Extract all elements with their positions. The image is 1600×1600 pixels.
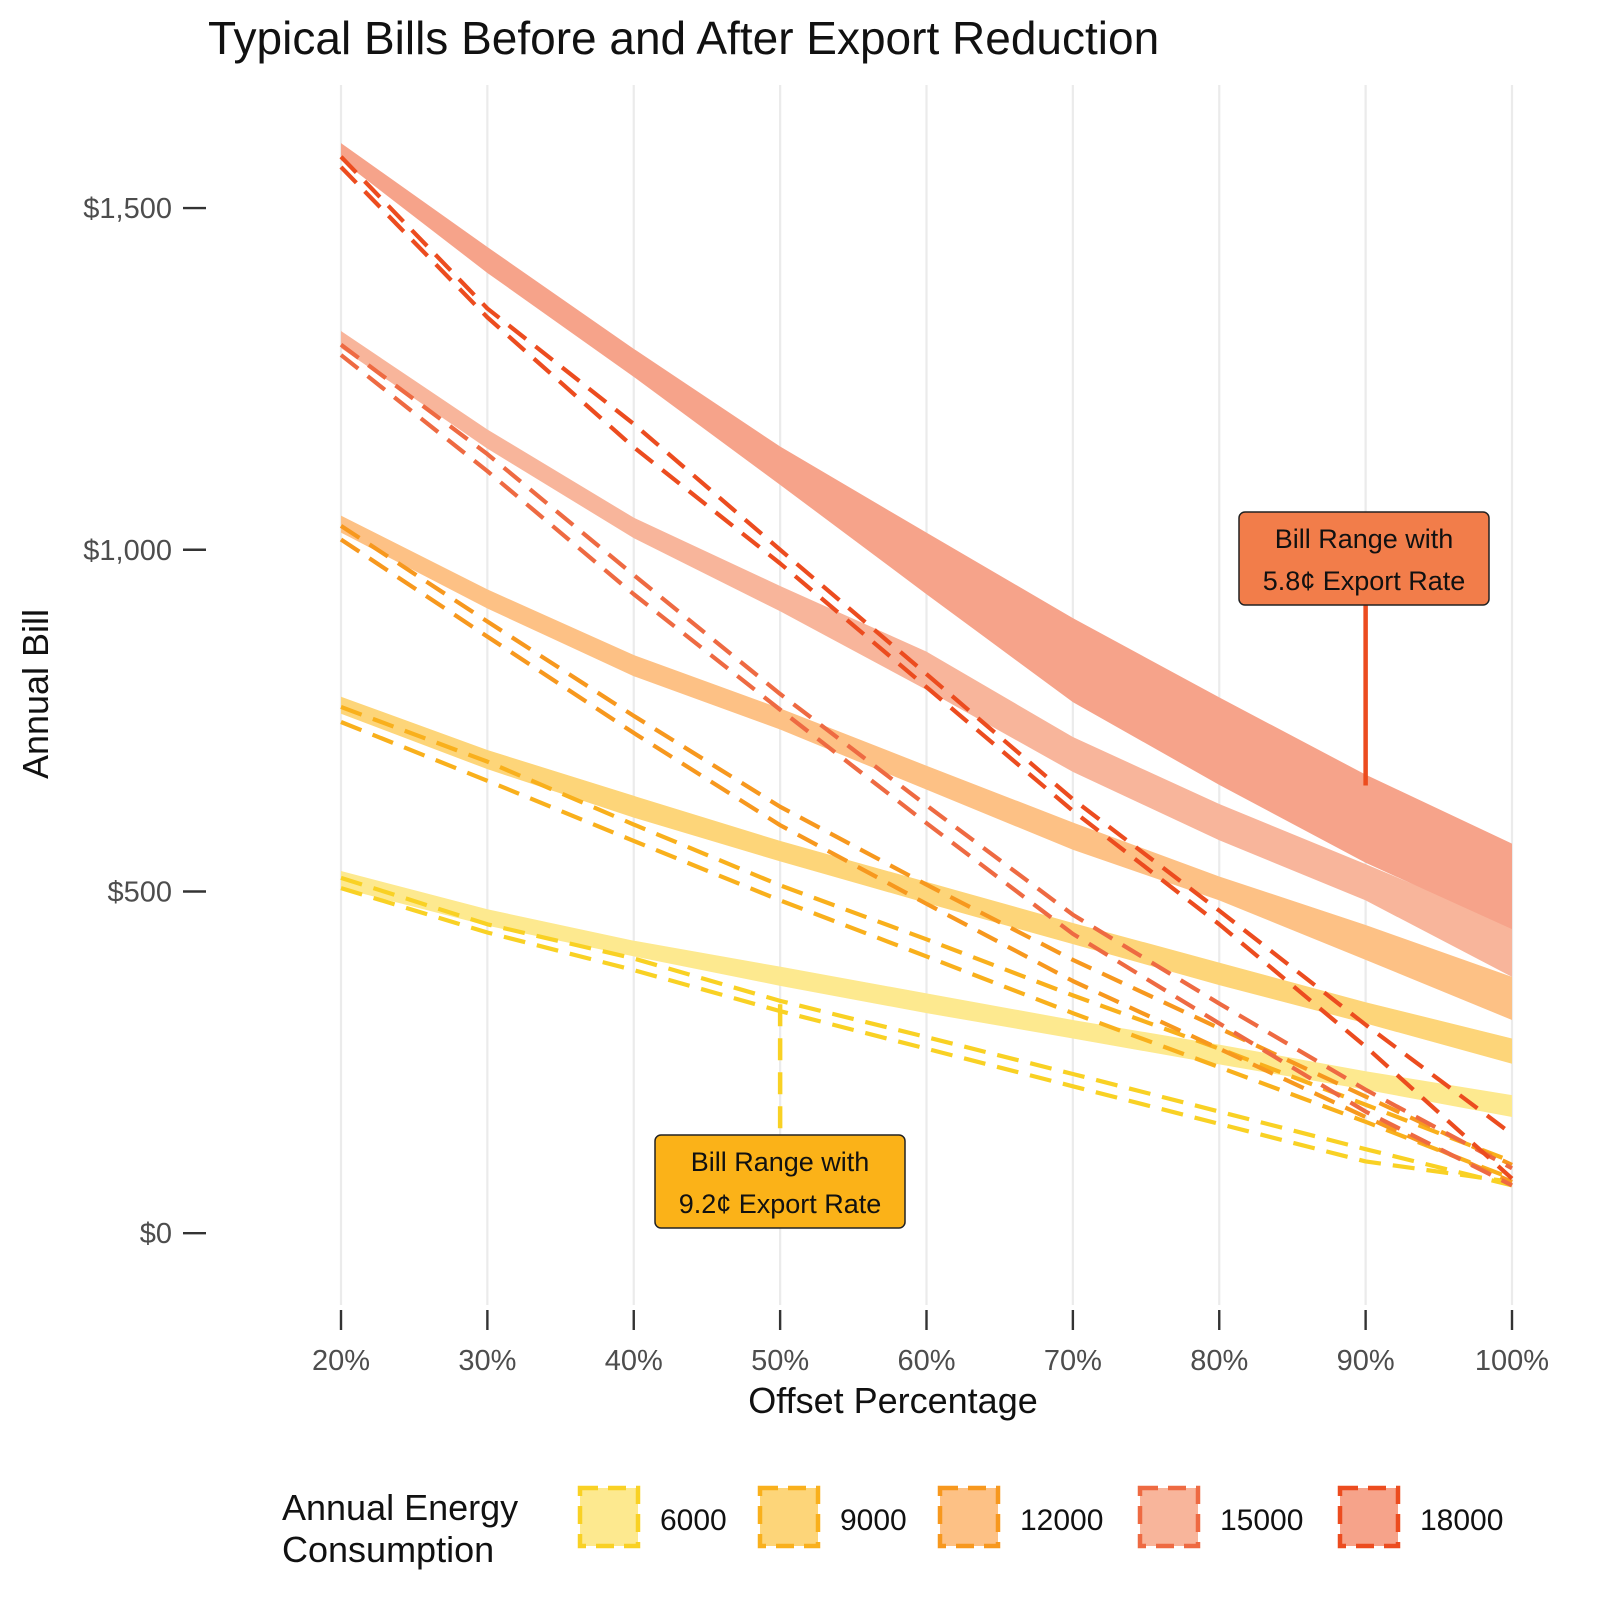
- x-tick-label: 70%: [1044, 1345, 1102, 1377]
- bill-range-bands: [341, 143, 1512, 1118]
- annotations: Bill Range with 5.8¢ Export Rate Bill Rang…: [654, 511, 1490, 1229]
- x-tick-label: 30%: [458, 1345, 516, 1377]
- legend-key-6000: [577, 1485, 641, 1549]
- legend-label-12000: 12000: [1020, 1504, 1103, 1537]
- x-tick-label: 90%: [1337, 1345, 1395, 1377]
- band-15000: [341, 331, 1512, 977]
- legend-label-18000: 18000: [1420, 1504, 1503, 1537]
- band-9000: [341, 696, 1512, 1064]
- x-tick-label: 60%: [897, 1345, 955, 1377]
- annotation-text: Bill Range with: [691, 1147, 870, 1177]
- annotation-box-2: [654, 1134, 906, 1229]
- legend-key-9000: [757, 1485, 821, 1549]
- dashed-line-12000-2: [339, 537, 1513, 1184]
- band-18000: [341, 143, 1512, 930]
- dashed-line-18000-2: [339, 165, 1514, 1181]
- dashed-line-15000-2: [339, 353, 1513, 1188]
- y-axis-title: Annual Bill: [15, 609, 56, 779]
- annotation-text: 5.8¢ Export Rate: [1263, 566, 1466, 596]
- dashed-line-9000-1: [340, 704, 1513, 1164]
- legend-key-12000: [937, 1485, 1001, 1549]
- y-tick-label: $1,500: [83, 193, 172, 225]
- legend-title: Consumption: [282, 1529, 494, 1570]
- y-tick-label: $1,000: [83, 535, 172, 567]
- x-tick-label: 80%: [1190, 1345, 1248, 1377]
- dashed-line-9000-2: [340, 720, 1513, 1181]
- dashed-line-12000-1: [339, 524, 1513, 1167]
- annotation-text: Bill Range with: [1275, 524, 1454, 554]
- x-axis-title: Offset Percentage: [748, 1380, 1038, 1421]
- legend-key-15000: [1137, 1485, 1201, 1549]
- band-6000: [341, 870, 1512, 1118]
- dashed-series-lines: [339, 155, 1514, 1188]
- x-tick-label: 100%: [1475, 1345, 1549, 1377]
- annotation-text: 9.2¢ Export Rate: [679, 1189, 882, 1219]
- dashed-line-18000-1: [339, 155, 1514, 1136]
- legend-key-18000: [1337, 1485, 1401, 1549]
- y-axis: $0 $500 $1,000 $1,500: [83, 193, 206, 1250]
- annotation-box-1: [1238, 511, 1490, 606]
- x-tick-label: 20%: [312, 1345, 370, 1377]
- x-tick-label: 40%: [605, 1345, 663, 1377]
- legend-label-15000: 15000: [1220, 1504, 1303, 1537]
- x-tick-label: 50%: [751, 1345, 809, 1377]
- legend-title: Annual Energy: [282, 1487, 518, 1528]
- dashed-line-15000-1: [339, 343, 1513, 1171]
- legend-label-9000: 9000: [840, 1504, 907, 1537]
- x-axis: 20% 30% 40% 50% 60% 70% 80% 90% 100%: [312, 1310, 1549, 1377]
- y-tick-label: $500: [107, 876, 172, 908]
- y-tick-label: $0: [140, 1218, 172, 1250]
- band-12000: [341, 515, 1512, 1020]
- chart-title: Typical Bills Before and After Export Re…: [208, 12, 1159, 64]
- legend-label-6000: 6000: [660, 1504, 727, 1537]
